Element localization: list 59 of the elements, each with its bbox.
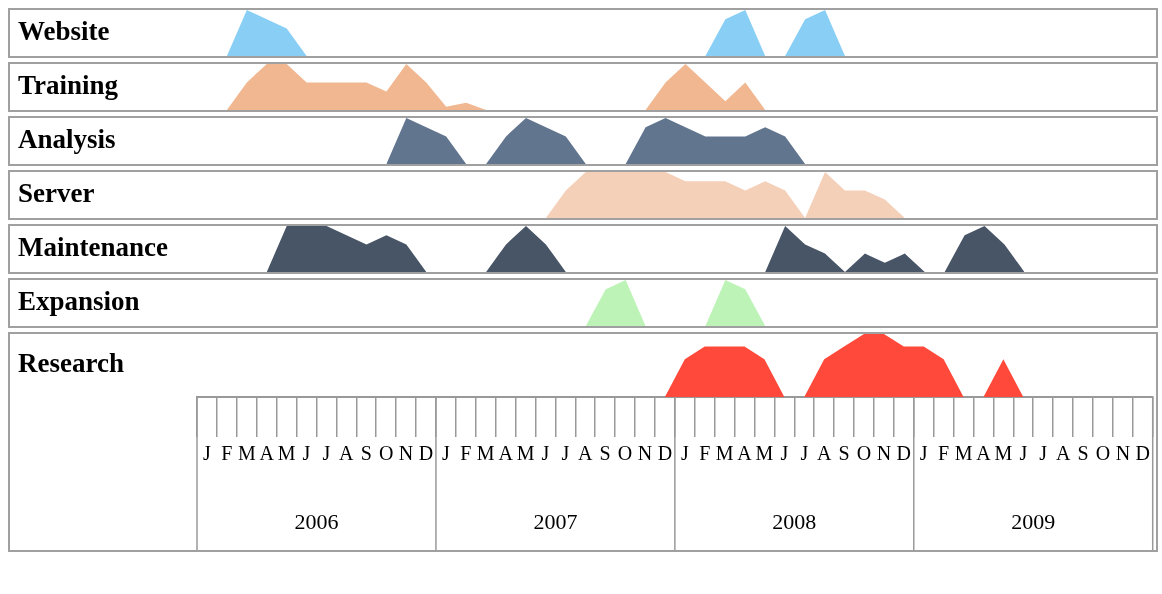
x-tick-label: M	[277, 442, 296, 465]
x-tick-label: A	[339, 442, 355, 465]
text: 2008	[772, 508, 817, 534]
x-tick-label: D	[1135, 442, 1150, 465]
x-tick-label: O	[856, 442, 872, 465]
x-tick-label: S	[599, 442, 611, 465]
text: Research	[18, 348, 124, 379]
x-tick-label: A	[976, 442, 992, 465]
x-tick-label: D	[896, 442, 912, 465]
x-tick-label: F	[699, 442, 711, 465]
x-tick-label: J	[541, 442, 550, 465]
x-tick-label: M	[994, 442, 1013, 465]
x-tick-label: J	[1019, 442, 1028, 465]
x-tick-label: A	[578, 442, 594, 465]
x-tick-label: J	[1039, 442, 1048, 465]
x-tick-label: A	[498, 442, 514, 465]
text: 2009	[1011, 508, 1056, 534]
text: 2006	[294, 508, 339, 534]
x-tick-label: J	[919, 442, 928, 465]
x-tick-label: S	[360, 442, 372, 465]
x-tick-label: J	[441, 442, 450, 465]
text: Server	[18, 177, 95, 208]
x-tick-label: D	[418, 442, 434, 465]
x-tick-label: N	[876, 442, 892, 465]
x-tick-label: F	[221, 442, 233, 465]
x-tick-label: M	[516, 442, 535, 465]
x-tick-label: O	[378, 442, 394, 465]
x-tick-label: M	[954, 442, 973, 465]
x-tick-label: N	[1115, 442, 1131, 465]
x-tick-label: J	[800, 442, 809, 465]
text: Website	[18, 15, 110, 46]
x-tick-label: O	[1095, 442, 1111, 465]
x-tick-label: N	[398, 442, 414, 465]
x-tick-label: J	[561, 442, 570, 465]
text: 2007	[533, 508, 578, 534]
x-tick-label: A	[737, 442, 753, 465]
text: Expansion	[18, 285, 140, 316]
x-tick-label: J	[302, 442, 311, 465]
x-tick-label: A	[816, 442, 832, 465]
x-tick-label: A	[1055, 442, 1071, 465]
x-tick-label: A	[259, 442, 275, 465]
text: Maintenance	[18, 231, 168, 262]
text: Training	[18, 69, 119, 100]
x-tick-label: D	[657, 442, 673, 465]
x-tick-label: J	[203, 442, 212, 465]
x-tick-label: F	[460, 442, 472, 465]
x-tick-label: J	[322, 442, 331, 465]
x-tick-label: N	[637, 442, 653, 465]
x-tick-label: J	[680, 442, 689, 465]
x-tick-label: O	[617, 442, 633, 465]
x-tick-label: M	[476, 442, 495, 465]
x-tick-label: M	[237, 442, 256, 465]
x-tick-label: M	[715, 442, 734, 465]
text: Analysis	[18, 123, 116, 154]
x-tick-label: J	[780, 442, 789, 465]
x-tick-label: S	[1077, 442, 1089, 465]
x-tick-label: M	[755, 442, 774, 465]
x-tick-label: S	[838, 442, 850, 465]
x-tick-label: F	[938, 442, 950, 465]
